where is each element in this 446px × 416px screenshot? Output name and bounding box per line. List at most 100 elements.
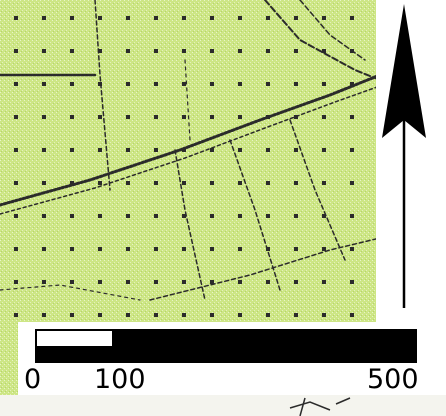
map-dot	[14, 247, 18, 251]
map-dot	[182, 16, 186, 20]
map-dot	[154, 313, 158, 317]
map-dot	[70, 313, 74, 317]
map-dot	[322, 313, 326, 317]
map-dot	[294, 82, 298, 86]
map-dot	[322, 16, 326, 20]
scale-bar	[18, 322, 446, 395]
map-dot	[266, 16, 270, 20]
map-dot	[294, 16, 298, 20]
map-dot	[126, 280, 130, 284]
map-dot	[182, 49, 186, 53]
map-dot	[126, 313, 130, 317]
map-dot	[98, 115, 102, 119]
map-dot	[98, 49, 102, 53]
map-dot	[322, 214, 326, 218]
map-dot	[210, 16, 214, 20]
map-dot	[266, 214, 270, 218]
map-dot	[42, 214, 46, 218]
map-dot	[210, 49, 214, 53]
map-dot	[294, 247, 298, 251]
map-dot	[322, 115, 326, 119]
parcel-line-10	[0, 284, 141, 301]
map-dot	[154, 82, 158, 86]
map-dot	[182, 280, 186, 284]
map-dot	[238, 313, 242, 317]
map-dot	[266, 148, 270, 152]
parcel-line-6	[229, 139, 281, 291]
map-dot	[350, 82, 354, 86]
map-dot	[322, 247, 326, 251]
map-dot	[42, 280, 46, 284]
map-dot	[98, 280, 102, 284]
map-dot	[14, 313, 18, 317]
map-dot	[182, 247, 186, 251]
parcel-line-5	[174, 149, 206, 301]
map-dot	[182, 313, 186, 317]
map-dot	[14, 115, 18, 119]
map-dot	[294, 280, 298, 284]
map-dot	[126, 115, 130, 119]
map-dot	[98, 181, 102, 185]
map-dot	[70, 214, 74, 218]
map-dot	[322, 280, 326, 284]
parcel-line-7	[289, 119, 346, 261]
map-dot	[126, 181, 130, 185]
scale-segment-0-100	[36, 346, 112, 361]
map-dot	[98, 82, 102, 86]
map-dot	[266, 82, 270, 86]
north-arrow	[376, 0, 446, 322]
map-dot	[154, 148, 158, 152]
map-dot	[238, 148, 242, 152]
map-dot	[210, 313, 214, 317]
map-dot	[266, 247, 270, 251]
map-dot	[322, 181, 326, 185]
map-dot	[350, 16, 354, 20]
scale-segment-100-500	[112, 331, 416, 361]
map-dot	[154, 115, 158, 119]
map-dot	[238, 247, 242, 251]
map-dot	[266, 181, 270, 185]
map-dot	[238, 16, 242, 20]
map-dot	[210, 148, 214, 152]
map-dot	[126, 49, 130, 53]
parcel-line-3	[264, 0, 381, 81]
map-dot	[14, 280, 18, 284]
map-dot	[238, 49, 242, 53]
map-dot	[126, 82, 130, 86]
map-dot	[210, 82, 214, 86]
map-dot	[266, 280, 270, 284]
map-dot	[210, 247, 214, 251]
map-dot	[154, 181, 158, 185]
parcel-line-2	[94, 0, 111, 191]
map-dot	[322, 148, 326, 152]
north-arrow-icon	[382, 4, 426, 308]
map-dot	[210, 280, 214, 284]
map-dot	[322, 49, 326, 53]
map-dot	[154, 280, 158, 284]
map-dot	[154, 49, 158, 53]
map-dot	[98, 214, 102, 218]
map-dot	[42, 115, 46, 119]
map-dot	[182, 115, 186, 119]
parcel-lines	[0, 0, 382, 301]
map-dot	[238, 181, 242, 185]
map-dot	[14, 181, 18, 185]
map-dot	[126, 214, 130, 218]
map-dot	[42, 247, 46, 251]
map-bottom-strip	[0, 395, 446, 416]
map-dot	[42, 148, 46, 152]
parcel-line-4	[299, 0, 366, 61]
map-dot	[238, 115, 242, 119]
road-main-edge	[0, 85, 381, 215]
map-dot	[238, 280, 242, 284]
map-dot	[70, 16, 74, 20]
map-dot	[266, 313, 270, 317]
bottom-linework	[289, 397, 351, 416]
map-dot	[14, 82, 18, 86]
scale-label-500: 500	[367, 364, 419, 395]
map-dot	[14, 148, 18, 152]
map-dot	[98, 313, 102, 317]
map-dot	[294, 313, 298, 317]
